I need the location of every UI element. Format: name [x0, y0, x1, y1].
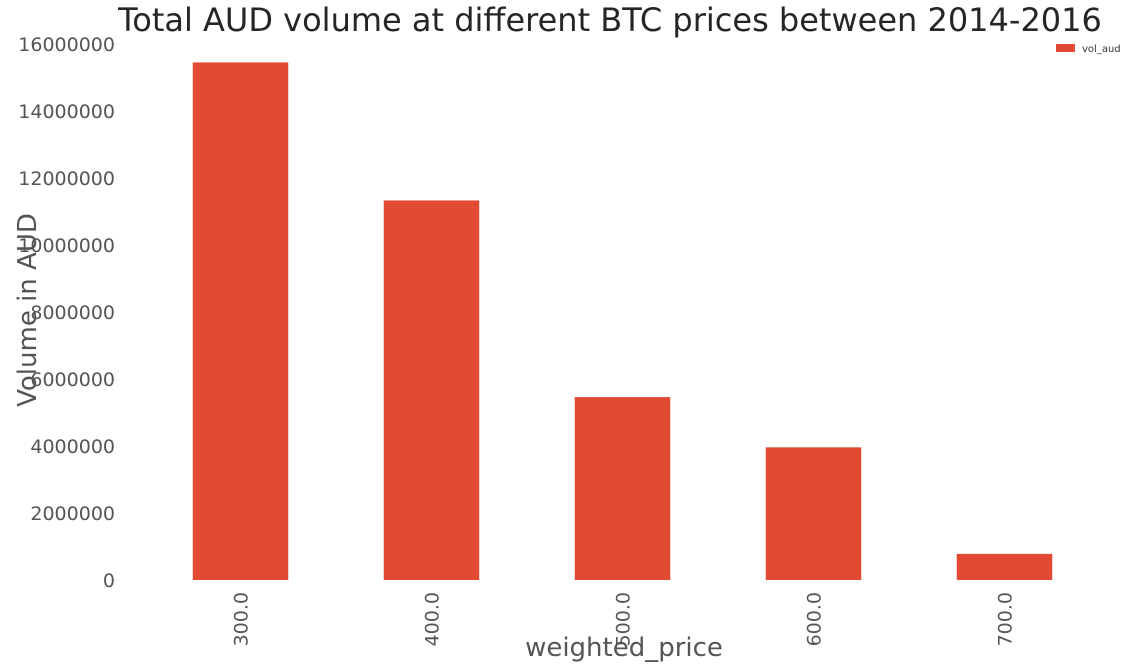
- y-tick-label: 4000000: [30, 436, 115, 458]
- y-tick-label: 2000000: [30, 503, 115, 525]
- x-tick-label: 500.0: [613, 592, 635, 646]
- y-tick-label: 12000000: [18, 168, 115, 190]
- bar-300.0: [192, 62, 289, 581]
- x-tick-label: 700.0: [995, 592, 1017, 646]
- bar-400.0: [383, 200, 480, 580]
- y-tick-label: 16000000: [18, 34, 115, 56]
- y-tick-label: 0: [103, 570, 115, 592]
- bar-600.0: [765, 447, 862, 580]
- x-tick-label: 300.0: [231, 592, 253, 646]
- x-tick-label: 400.0: [422, 592, 444, 646]
- y-tick-label: 10000000: [18, 235, 115, 257]
- bar-500.0: [574, 397, 671, 580]
- x-tick-label: 600.0: [804, 592, 826, 646]
- y-axis-ticks: 0 2000000 4000000 6000000 8000000 10000000 120…: [18, 34, 115, 592]
- legend-label: vol_aud: [1082, 44, 1121, 55]
- legend: vol_aud: [1056, 44, 1121, 55]
- y-axis-label: Volume in AUD: [13, 213, 43, 407]
- legend-swatch: [1056, 44, 1075, 52]
- y-tick-label: 8000000: [30, 302, 115, 324]
- bar-700.0: [956, 553, 1053, 580]
- x-axis-label: weighted_price: [525, 633, 723, 663]
- chart-title: Total AUD volume at different BTC prices…: [117, 1, 1102, 39]
- y-tick-label: 6000000: [30, 369, 115, 391]
- x-axis-ticks: 300.0 400.0 500.0 600.0 700.0: [231, 592, 1017, 646]
- bars-group: [192, 62, 1053, 581]
- y-tick-label: 14000000: [18, 101, 115, 123]
